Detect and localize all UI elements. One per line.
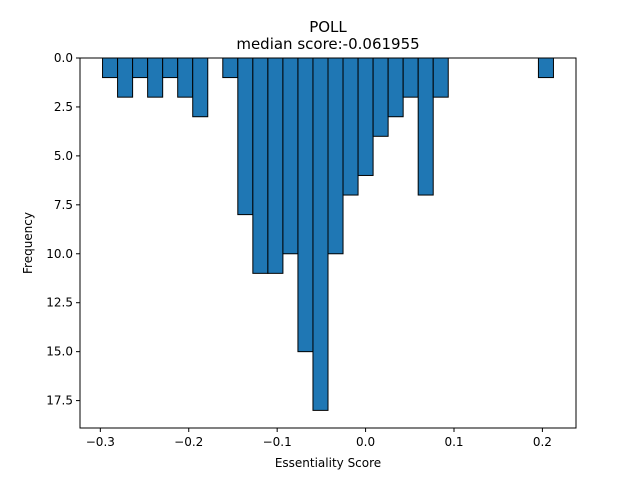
histogram-bar — [237, 57, 254, 216]
x-tick-label: 0.1 — [444, 435, 463, 449]
y-tick-label: 17.5 — [46, 394, 73, 408]
histogram-bar — [402, 57, 419, 98]
y-axis-ticks: 0.0 2.5 5.0 7.5 10.0 12.5 15.0 17.5 — [46, 51, 80, 408]
histogram-bar — [417, 57, 434, 196]
histogram-bar — [357, 57, 374, 176]
y-tick-label: 7.5 — [54, 198, 73, 212]
histogram-bar — [252, 57, 269, 274]
histogram-bar — [117, 57, 134, 98]
chart-title: POLL — [309, 18, 347, 36]
histogram-bar — [387, 57, 404, 118]
histogram-bar — [132, 57, 149, 79]
histogram-bar — [162, 57, 179, 79]
histogram-bar — [327, 57, 344, 255]
histogram-bar — [537, 57, 554, 79]
histogram-bar — [147, 57, 164, 98]
y-tick-label: 2.5 — [54, 100, 73, 114]
bars-group — [102, 57, 554, 411]
histogram-bar — [312, 57, 329, 411]
histogram-bar — [342, 57, 359, 196]
x-axis-ticks: −0.3 −0.2 −0.1 0.0 0.1 0.2 — [86, 428, 552, 449]
x-tick-label: 0.2 — [533, 435, 552, 449]
y-tick-label: 10.0 — [46, 247, 73, 261]
y-tick-label: 5.0 — [54, 149, 73, 163]
x-axis-label: Essentiality Score — [275, 456, 381, 470]
histogram-bar — [297, 57, 314, 353]
x-tick-label: −0.2 — [174, 435, 203, 449]
x-tick-label: −0.3 — [86, 435, 115, 449]
histogram-bar — [102, 57, 119, 79]
chart-subtitle: median score:-0.061955 — [236, 35, 419, 53]
y-tick-label: 12.5 — [46, 296, 73, 310]
y-tick-label: 0.0 — [54, 51, 73, 65]
histogram-bar — [192, 57, 209, 118]
histogram-bar — [432, 57, 449, 98]
y-axis-label: Frequency — [21, 212, 35, 274]
x-tick-label: −0.1 — [263, 435, 292, 449]
y-tick-label: 15.0 — [46, 345, 73, 359]
histogram-bar — [372, 57, 389, 137]
x-tick-label: 0.0 — [356, 435, 375, 449]
histogram-bar — [267, 57, 284, 274]
histogram-bar — [177, 57, 194, 98]
histogram-bar — [282, 57, 299, 255]
histogram-bar — [222, 57, 239, 79]
plot-frame — [79, 57, 577, 429]
